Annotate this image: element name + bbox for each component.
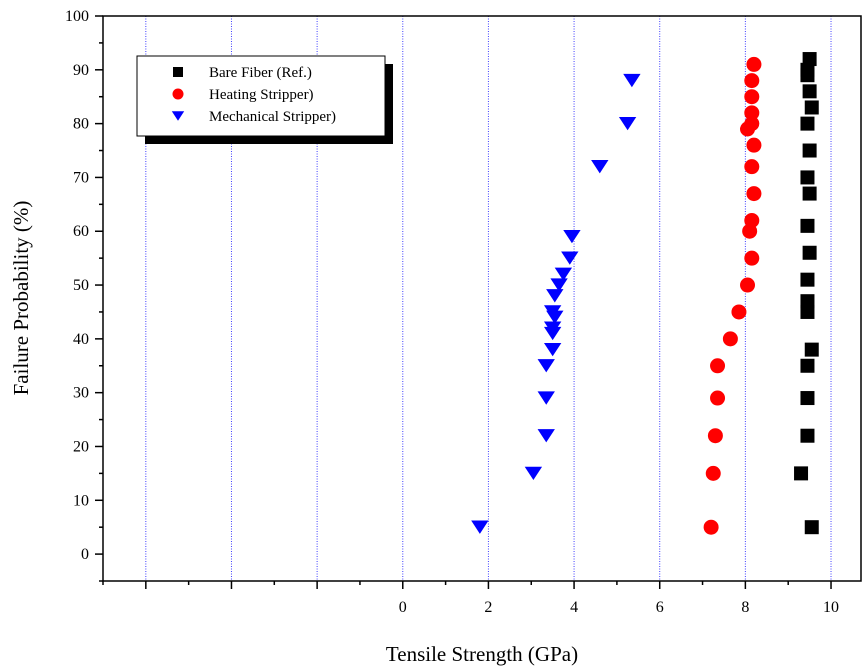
mechanical-stripper-point bbox=[537, 429, 555, 443]
bare-fiber-point bbox=[804, 342, 819, 357]
bare-fiber-point bbox=[794, 466, 809, 481]
y-axis-label: Failure Probability (%) bbox=[9, 201, 33, 396]
bare-fiber-point bbox=[800, 428, 815, 443]
bare-fiber-point bbox=[804, 100, 819, 115]
bare-fiber-point bbox=[800, 358, 815, 373]
x-tick-label: 6 bbox=[656, 599, 664, 616]
heating-stripper-point bbox=[707, 428, 723, 444]
y-tick-label: 40 bbox=[73, 331, 89, 348]
legend-marker bbox=[173, 67, 183, 77]
heating-stripper-point bbox=[740, 277, 756, 293]
bare-fiber-point bbox=[800, 272, 815, 287]
bare-fiber-point bbox=[802, 245, 817, 260]
y-tick-label: 60 bbox=[73, 223, 89, 240]
heating-stripper-point bbox=[744, 116, 760, 132]
bare-fiber-point bbox=[802, 84, 817, 99]
bare-fiber-point bbox=[800, 62, 815, 77]
legend-label: Heating Stripper) bbox=[209, 87, 314, 103]
legend-items: Bare Fiber (Ref.) Heating Stripper) Mechan… bbox=[171, 65, 336, 125]
grid-lines bbox=[145, 16, 832, 581]
heating-stripper-point bbox=[744, 105, 760, 121]
heating-stripper-point bbox=[703, 519, 719, 535]
legend-marker bbox=[171, 111, 185, 121]
bare-fiber-point bbox=[800, 170, 815, 185]
heating-stripper-point bbox=[744, 159, 760, 175]
heating-stripper-point bbox=[744, 212, 760, 228]
y-tick-label: 90 bbox=[73, 62, 89, 79]
y-tick-label: 50 bbox=[73, 277, 89, 294]
x-tick-label: 0 bbox=[399, 599, 407, 616]
bare-fiber-point bbox=[800, 116, 815, 131]
heating-stripper-point bbox=[705, 465, 721, 481]
heating-stripper-point bbox=[746, 56, 762, 72]
y-tick-label: 30 bbox=[73, 385, 89, 402]
bare-fiber-point bbox=[800, 304, 815, 319]
heating-stripper-point bbox=[731, 304, 747, 320]
y-tick-label: 20 bbox=[73, 438, 89, 455]
y-tick-label: 80 bbox=[73, 116, 89, 133]
mechanical-stripper-point bbox=[543, 321, 562, 335]
bare-fiber-point bbox=[802, 52, 817, 67]
y-tick-label: 100 bbox=[65, 8, 89, 25]
data-markers bbox=[471, 52, 819, 535]
bare-fiber-point bbox=[802, 186, 817, 201]
heating-stripper-point bbox=[722, 331, 738, 347]
mechanical-stripper-point bbox=[563, 229, 581, 244]
legend-label: Bare Fiber (Ref.) bbox=[209, 65, 312, 81]
x-axis-label: Tensile Strength (GPa) bbox=[386, 642, 578, 666]
mechanical-stripper-point bbox=[537, 359, 555, 373]
mechanical-stripper-point bbox=[550, 278, 568, 292]
mechanical-stripper-point bbox=[618, 116, 637, 131]
heating-stripper-point bbox=[744, 250, 760, 266]
heating-stripper-point bbox=[710, 358, 726, 374]
mechanical-stripper-point bbox=[543, 342, 562, 357]
bare-fiber-point bbox=[802, 143, 817, 158]
plot-frame bbox=[102, 15, 862, 582]
bare-fiber-point bbox=[800, 391, 815, 406]
mechanical-stripper-point bbox=[537, 391, 555, 405]
bare-fiber-point bbox=[800, 294, 815, 309]
x-tick-label: 2 bbox=[484, 599, 492, 616]
x-tick-label: 10 bbox=[823, 599, 839, 616]
mechanical-stripper-point bbox=[591, 160, 609, 174]
y-tick-label: 70 bbox=[73, 169, 89, 186]
heating-stripper-point bbox=[710, 390, 726, 406]
legend-label: Mechanical Stripper) bbox=[209, 109, 336, 125]
legend: Bare Fiber (Ref.) Heating Stripper) Mechan… bbox=[136, 55, 393, 144]
mechanical-stripper-point bbox=[546, 289, 564, 303]
bare-fiber-point bbox=[800, 218, 815, 233]
x-tick-label: 4 bbox=[570, 599, 578, 616]
heating-stripper-point bbox=[746, 186, 762, 202]
y-tick-label: 10 bbox=[73, 492, 89, 509]
heating-stripper-point bbox=[746, 137, 762, 153]
heating-stripper-point bbox=[744, 89, 760, 105]
mechanical-stripper-point bbox=[554, 267, 573, 281]
x-tick-label: 8 bbox=[741, 599, 749, 616]
y-tick-label: 0 bbox=[81, 546, 89, 563]
mechanical-stripper-point bbox=[623, 73, 641, 88]
legend-marker bbox=[172, 88, 184, 100]
mechanical-stripper-point bbox=[543, 305, 562, 319]
mechanical-stripper-point bbox=[561, 251, 579, 265]
mechanical-stripper-point bbox=[471, 520, 489, 534]
mechanical-stripper-point bbox=[524, 466, 543, 481]
heating-stripper-point bbox=[744, 73, 760, 89]
bare-fiber-point bbox=[804, 520, 819, 535]
